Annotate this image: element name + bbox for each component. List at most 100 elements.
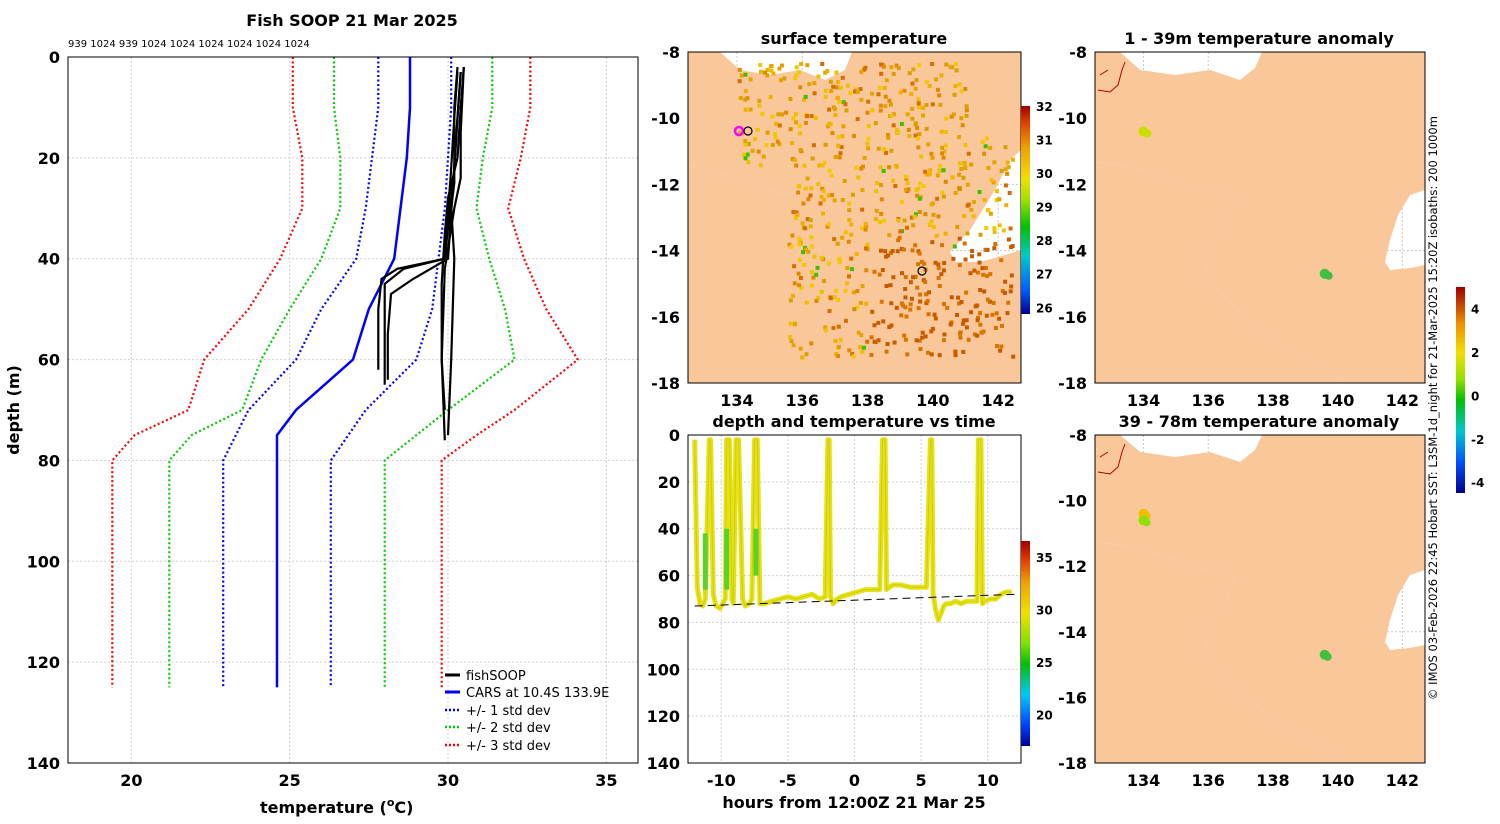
sst-pixel xyxy=(880,267,885,272)
sst-pixel xyxy=(997,223,1002,228)
sst-pixel xyxy=(855,305,860,310)
sst-pixel xyxy=(966,337,971,342)
sst-pixel xyxy=(909,92,914,97)
sst-pixel xyxy=(889,148,894,153)
timeseries-title: depth and temperature vs time xyxy=(712,412,995,431)
sst-pixel xyxy=(796,190,801,195)
profile-grid xyxy=(68,56,638,764)
sst-pixel xyxy=(962,162,967,167)
sst-pixel xyxy=(858,300,863,305)
sst-pixel xyxy=(823,94,828,99)
sst-pixel xyxy=(832,198,837,203)
sst-pixel xyxy=(856,175,861,180)
sst-pixel xyxy=(856,330,861,335)
profile-xlabel: temperature (oC) xyxy=(260,796,413,817)
sst-pixel xyxy=(948,322,953,327)
sst-pixel xyxy=(957,186,962,191)
sst-pixel xyxy=(926,350,931,355)
sst-pixel xyxy=(869,335,874,340)
sst-pixel xyxy=(916,186,921,191)
sst-pixel xyxy=(876,338,881,343)
sst-pixel xyxy=(802,163,807,168)
series-line xyxy=(275,57,412,688)
sst-pixel xyxy=(917,105,922,110)
sst-pixel xyxy=(763,70,768,75)
sst-pixel xyxy=(1003,279,1008,284)
sst-pixel xyxy=(748,107,753,112)
profile-lines xyxy=(111,57,580,688)
sst-pixel xyxy=(951,256,956,261)
map-x-tick-label: 138 xyxy=(851,391,884,410)
sst-pixel xyxy=(923,169,928,174)
ts-y-tick-label: 20 xyxy=(658,473,680,492)
ts-x-tick-label: -5 xyxy=(779,771,797,790)
legend-cars-label: CARS at 10.4S 133.9E xyxy=(466,686,609,701)
sst-pixel xyxy=(791,210,796,215)
sst-pixel xyxy=(820,62,825,67)
sst-colorbar-tick-label: 31 xyxy=(1036,134,1053,148)
sst-pixel xyxy=(1006,165,1011,170)
sst-pixel xyxy=(793,216,798,221)
sst-pixel xyxy=(807,82,812,87)
map-x-tick-label: 134 xyxy=(1127,391,1160,410)
sst-pixel xyxy=(952,92,957,97)
sst-pixel xyxy=(792,281,797,286)
sst-pixel xyxy=(861,345,866,350)
sst-pixel xyxy=(878,165,883,170)
anomaly-colorbar xyxy=(1456,287,1465,493)
sst-pixel xyxy=(933,316,938,321)
sst-pixel xyxy=(925,299,930,304)
sst-pixel xyxy=(992,160,997,165)
sst-pixel xyxy=(881,64,886,69)
sst-pixel xyxy=(820,163,825,168)
sst-pixel xyxy=(812,81,817,86)
sst-pixel xyxy=(968,271,973,276)
sst-pixel xyxy=(886,135,891,140)
sst-pixel xyxy=(991,300,996,305)
ts-y-tick-label: 100 xyxy=(647,660,680,679)
sst-pixel xyxy=(800,355,805,360)
sst-pixel xyxy=(953,62,958,67)
sst-pixel xyxy=(894,163,899,168)
ts-colorbar-tick-label: 30 xyxy=(1036,603,1053,617)
sst-pixel xyxy=(923,280,928,285)
sst-pixel xyxy=(798,346,803,351)
sst-pixel xyxy=(903,187,908,192)
side-caption: © IMOS 03-Feb-2026 22:45 Hobart SST: L3S… xyxy=(1426,116,1440,700)
sst-pixel xyxy=(957,161,962,166)
sst-pixel xyxy=(832,295,837,300)
map-x-tick-label: 142 xyxy=(981,391,1014,410)
sst-pixel xyxy=(890,249,895,254)
sst-pixel xyxy=(825,69,830,74)
sst-pixel xyxy=(943,231,948,236)
sst-pixel xyxy=(932,312,937,317)
sst-pixel xyxy=(801,201,806,206)
sst-pixel xyxy=(940,243,945,248)
sst-pixel xyxy=(928,221,933,226)
sst-pixel xyxy=(823,70,828,75)
ts-y-tick-label: 120 xyxy=(647,707,680,726)
sst-pixel xyxy=(942,149,947,154)
sst-pixel xyxy=(768,95,773,100)
anomaly-bottom-dot xyxy=(1323,652,1332,661)
sst-pixel xyxy=(941,302,946,307)
sst-pixel xyxy=(743,97,748,102)
anomaly-bottom-isobath xyxy=(1097,443,1126,475)
sst-pixel xyxy=(761,154,766,159)
map-y-tick-label: -18 xyxy=(651,374,680,393)
sst-pixel xyxy=(878,248,883,253)
sst-pixel xyxy=(758,63,763,68)
sst-pixel xyxy=(905,181,910,186)
map-y-tick-label: -14 xyxy=(651,242,680,261)
sst-pixel xyxy=(905,352,910,357)
sst-pixel xyxy=(814,272,819,277)
sst-pixel xyxy=(889,301,894,306)
sst-pixel xyxy=(984,226,989,231)
sst-pixel xyxy=(937,168,942,173)
sst-pixel xyxy=(878,220,883,225)
sst-pixel xyxy=(888,283,893,288)
sst-pixel xyxy=(831,105,836,110)
sst-pixel xyxy=(940,151,945,156)
sst-pixel xyxy=(964,290,969,295)
